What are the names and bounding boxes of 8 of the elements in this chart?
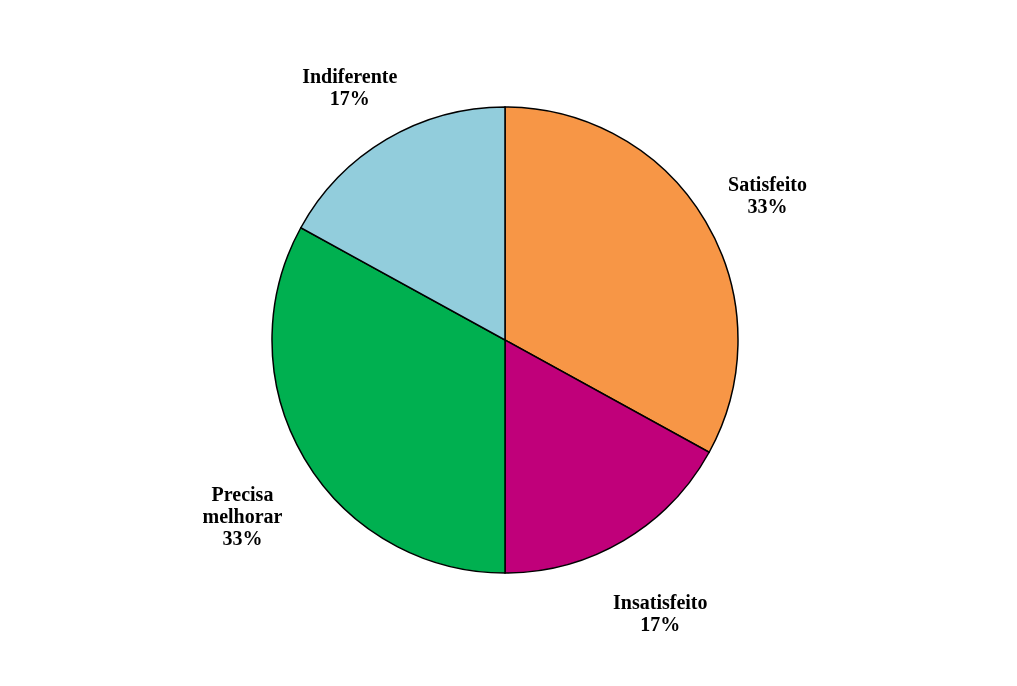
data-label: 33% bbox=[222, 527, 263, 550]
slice-label: Satisfeito bbox=[728, 172, 807, 195]
slice-label: Insatisfeito bbox=[613, 590, 708, 613]
data-label: 17% bbox=[640, 612, 681, 635]
data-label: 33% bbox=[747, 194, 788, 217]
slice-label: Precisa melhorar bbox=[202, 483, 283, 528]
slice-label: Indiferente bbox=[302, 65, 398, 88]
data-label: 17% bbox=[329, 87, 370, 110]
